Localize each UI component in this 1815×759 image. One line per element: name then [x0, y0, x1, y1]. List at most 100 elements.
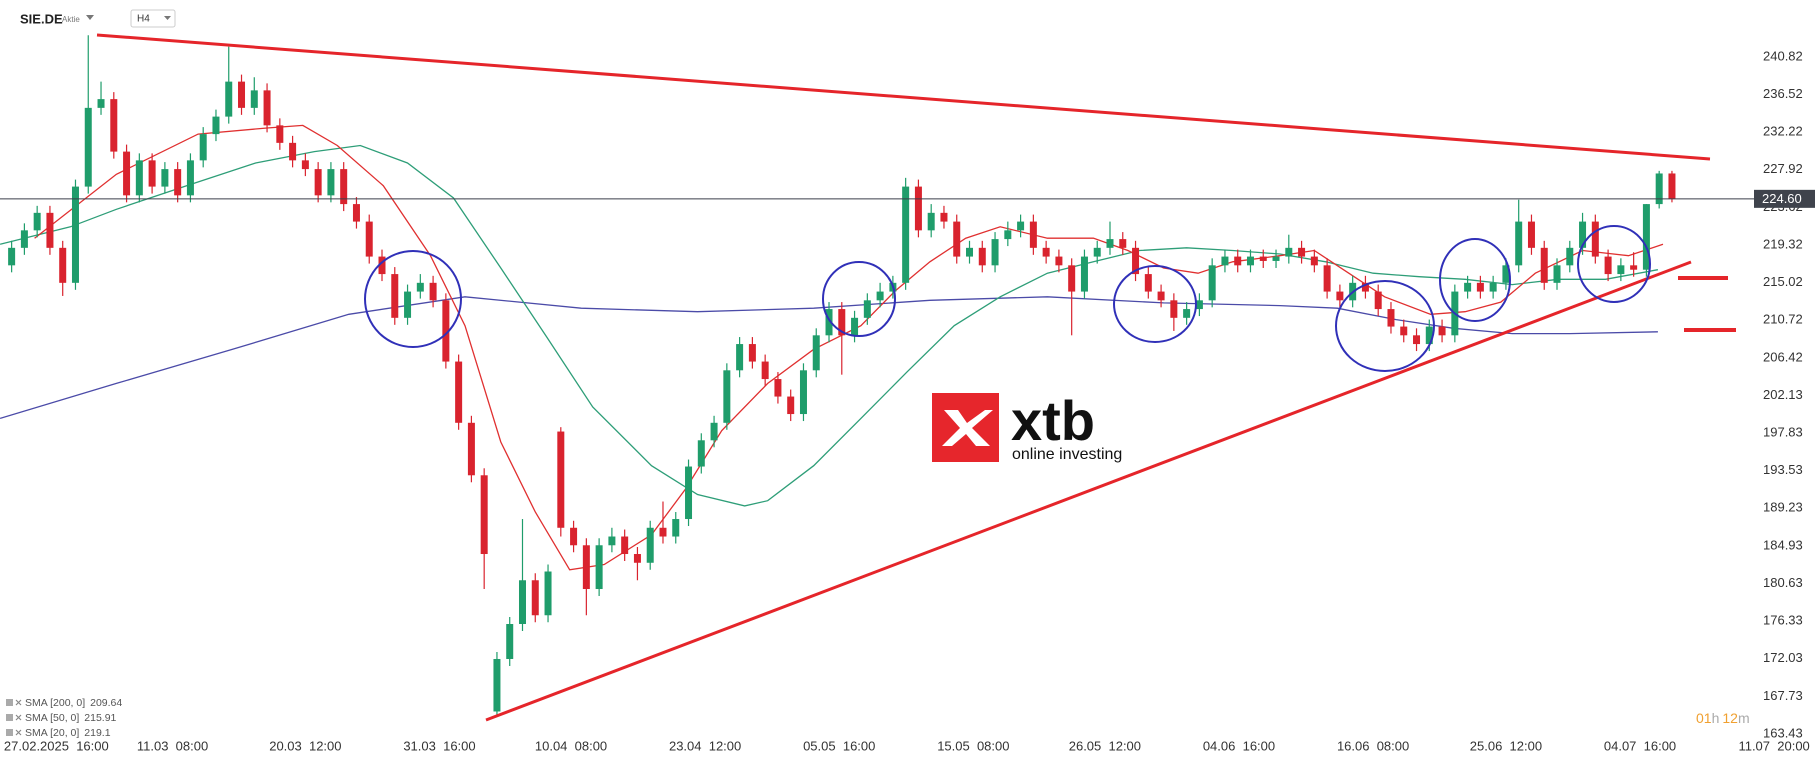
- y-tick-label: 176.33: [1763, 613, 1803, 628]
- candle-body: [212, 116, 220, 135]
- x-tick-label: 04.06 16:00: [1203, 738, 1275, 753]
- candle-body: [46, 212, 54, 248]
- y-tick-label: 197.83: [1763, 424, 1803, 439]
- candle-body: [186, 160, 194, 196]
- y-tick-label: 210.72: [1763, 312, 1803, 327]
- candle-body: [404, 291, 412, 318]
- candle-body: [84, 107, 92, 187]
- highlight-circle: [1577, 225, 1651, 303]
- legend-close-icon: [15, 699, 22, 706]
- candle-body: [199, 134, 207, 161]
- candle-body: [8, 247, 16, 266]
- candle-body: [238, 81, 246, 108]
- x-tick-label: 27.02.2025 16:00: [4, 738, 109, 753]
- candle-body: [1157, 291, 1165, 301]
- candle-body: [1246, 256, 1254, 266]
- legend-value: 215.91: [84, 712, 116, 724]
- sma-line: [0, 144, 1659, 507]
- x-tick-label: 05.05 16:00: [803, 738, 875, 753]
- y-tick-label: 167.73: [1763, 688, 1803, 703]
- candle-body: [1489, 282, 1497, 292]
- logo-tagline: online investing: [1012, 446, 1122, 463]
- candle-body: [595, 545, 603, 590]
- candle-body: [531, 580, 539, 616]
- symbol: SIE.DE: [20, 11, 63, 26]
- candle-body: [697, 440, 705, 467]
- candle-body: [710, 422, 718, 441]
- y-tick-label: 215.02: [1763, 274, 1803, 289]
- candle-body: [1068, 265, 1076, 292]
- candle-body: [71, 186, 79, 283]
- candle-body: [1387, 309, 1395, 327]
- legend-entry: SMA [20, 0] 219.1: [25, 727, 111, 739]
- candle-body: [1093, 247, 1101, 257]
- candle-body: [1668, 173, 1676, 199]
- y-tick-label: 236.52: [1763, 86, 1803, 101]
- candle-body: [1259, 256, 1267, 261]
- candle-body: [736, 344, 744, 371]
- candle-body: [799, 370, 807, 415]
- candle-body: [1336, 291, 1344, 301]
- candle-body: [1361, 282, 1369, 292]
- candle-timer: 01h 12m: [1696, 710, 1750, 726]
- candle-body: [225, 81, 233, 117]
- legend-icon: [6, 699, 13, 706]
- candle-body: [276, 125, 284, 143]
- x-tick-label: 16.06 08:00: [1337, 738, 1409, 753]
- candle-body: [1617, 265, 1625, 275]
- candle-body: [1502, 265, 1510, 283]
- candle-body: [838, 309, 846, 336]
- candle-body: [621, 536, 629, 555]
- y-tick-label: 219.32: [1763, 236, 1803, 251]
- candle-body: [352, 204, 360, 222]
- candle-body: [59, 247, 67, 283]
- candle-body: [1042, 247, 1050, 257]
- x-tick-label: 15.05 08:00: [937, 738, 1009, 753]
- candle-body: [608, 536, 616, 546]
- highlight-circle: [1439, 238, 1511, 322]
- y-tick-label: 240.82: [1763, 48, 1803, 63]
- candle-body: [953, 221, 961, 257]
- axes: 240.82236.52232.22227.92223.62219.32215.…: [0, 48, 1815, 753]
- candle-body: [1170, 300, 1178, 318]
- candle-body: [97, 99, 105, 108]
- candle-body: [1579, 221, 1587, 248]
- candle-body: [1221, 256, 1229, 266]
- candle-body: [1540, 247, 1548, 283]
- instrument-type: Aktie: [62, 15, 80, 24]
- candle-body: [774, 379, 782, 397]
- candle-body: [301, 160, 309, 170]
- candle-body: [455, 361, 463, 423]
- candle-body: [1272, 256, 1280, 261]
- candle-body: [250, 90, 258, 108]
- candle-body: [378, 256, 386, 275]
- candle-body: [429, 282, 437, 301]
- candle-body: [1017, 221, 1025, 231]
- candle-body: [1566, 247, 1574, 266]
- candle-body: [1106, 239, 1114, 248]
- legend-name: SMA [50, 0]: [25, 712, 79, 724]
- dropdown-arrow[interactable]: [86, 15, 94, 20]
- candle-body: [1234, 256, 1242, 266]
- candle-body: [1400, 326, 1408, 336]
- y-tick-label: 202.13: [1763, 387, 1803, 402]
- candle-body: [761, 361, 769, 380]
- highlight-circle: [822, 261, 896, 337]
- annotations: [96, 33, 1736, 722]
- candle-body: [1119, 239, 1127, 248]
- y-tick-label: 206.42: [1763, 349, 1803, 364]
- candle-body: [659, 527, 667, 537]
- candle-body: [851, 317, 859, 336]
- candle-body: [1476, 282, 1484, 292]
- candle-body: [480, 475, 488, 555]
- x-tick-label: 04.07 16:00: [1604, 738, 1676, 753]
- candle-body: [493, 658, 501, 712]
- interval-select[interactable]: [130, 9, 176, 28]
- candle-body: [1285, 247, 1293, 257]
- logo-brand: xtb: [1011, 389, 1095, 452]
- candle-body: [570, 527, 578, 546]
- sma-line: [34, 124, 1664, 571]
- candle-body: [1132, 247, 1140, 275]
- candle-body: [978, 247, 986, 266]
